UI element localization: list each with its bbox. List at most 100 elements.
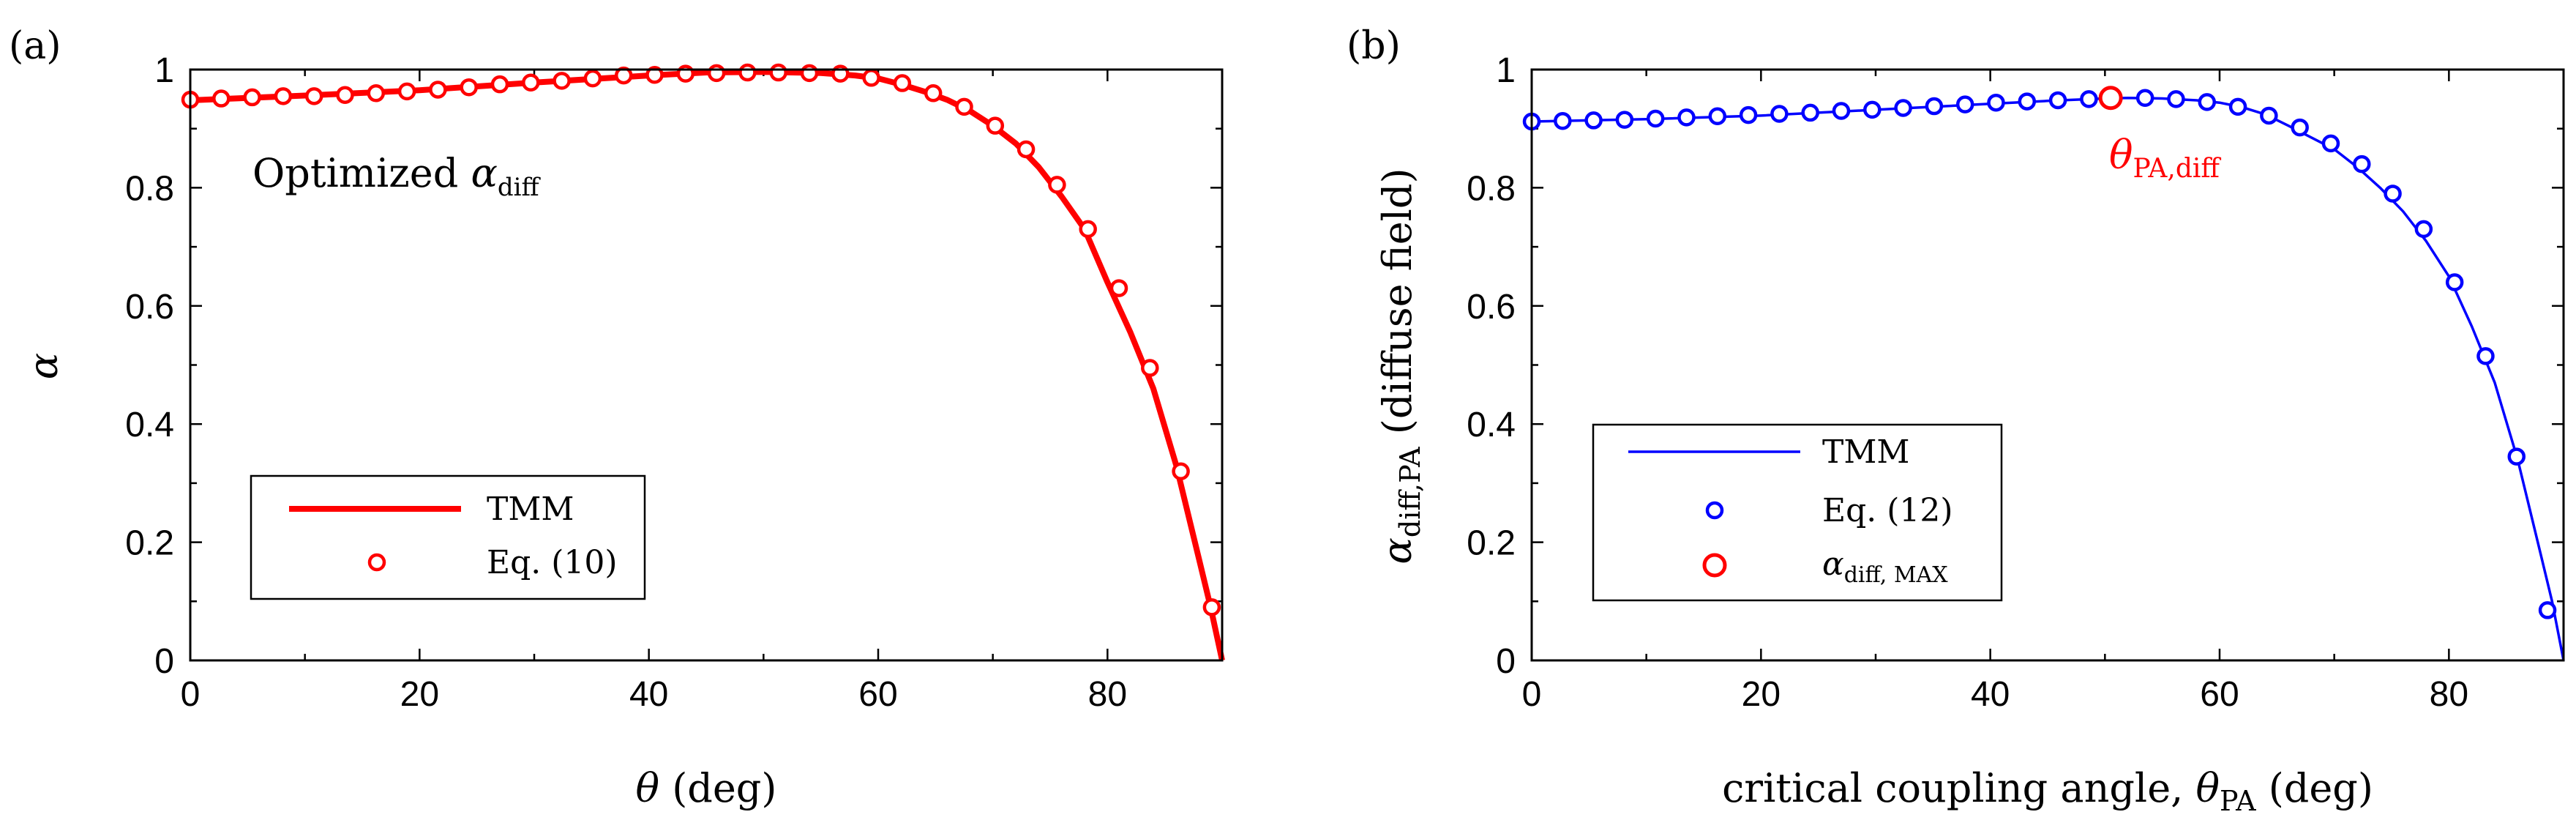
- panel-b-legend: TMM Eq. (12) αdiff, MAX: [1592, 423, 2003, 602]
- y-tick-label: 0.2: [1467, 524, 1516, 563]
- panel-b-x-axis-symbol: θ: [2195, 765, 2220, 811]
- panel-a-legend: TMM Eq. (10): [250, 474, 646, 600]
- data-point: [2384, 185, 2402, 203]
- panel-b-annotation: θPA,diff: [2109, 132, 2221, 184]
- data-point: [1615, 111, 1634, 129]
- panel-a: (a) 00.20.40.60.810 20 40 60 80 Optimized αd…: [9, 24, 1225, 811]
- panel-b-annotation-subscript: PA,diff: [2133, 154, 2222, 184]
- panel-a-x-axis-title: θ (deg): [636, 765, 777, 811]
- data-point: [1987, 93, 2005, 112]
- data-point: [2167, 90, 2185, 108]
- y-tick-label: 0.4: [1467, 406, 1516, 444]
- panel-b-x-axis-unit: (deg): [2256, 765, 2373, 811]
- data-point: [274, 87, 293, 105]
- y-tick-label: 0.6: [125, 288, 174, 327]
- data-point: [1554, 111, 1572, 130]
- x-tick-label: 60: [2200, 675, 2239, 714]
- panel-b-legend-marker-swatch-eq: [1705, 501, 1724, 520]
- data-point: [2291, 118, 2309, 137]
- panel-b-legend-label-tmm: TMM: [1822, 433, 1909, 471]
- data-point: [614, 66, 633, 85]
- data-point: [1832, 102, 1851, 120]
- panel-b-legend-box: [1592, 423, 2003, 602]
- data-point: [2098, 86, 2123, 111]
- data-point: [1770, 105, 1789, 123]
- panel-a-plot-area: [181, 63, 1225, 661]
- x-tick-label: 60: [858, 675, 897, 714]
- data-point: [1016, 140, 1036, 159]
- data-point: [1894, 99, 1912, 117]
- panel-a-legend-label-eq: Eq. (10): [487, 544, 618, 581]
- panel-b-axes-box: [1530, 68, 2565, 662]
- x-tick-label: 0: [181, 675, 201, 714]
- panel-a-annotation-subscript: diff: [498, 173, 542, 202]
- data-point: [1677, 108, 1696, 127]
- panel-a-tick-labels: 0 0.2 0.4 0.6 0.8 1 0 20 40 60 80: [125, 51, 1127, 714]
- panel-a-annotation-text: Optimized: [252, 150, 471, 196]
- panel-b-legend-marker-swatch-max: [1702, 553, 1727, 578]
- y-tick-label: 0: [1496, 642, 1516, 681]
- data-point: [1863, 100, 1882, 119]
- y-tick-label: 0.4: [125, 406, 174, 444]
- panel-b-legend-label-eq: Eq. (12): [1822, 492, 1953, 529]
- panel-b-label: (b): [1347, 24, 1401, 68]
- panel-a-annotation-symbol: α: [471, 150, 497, 196]
- data-point: [2198, 93, 2217, 111]
- data-point: [707, 64, 726, 83]
- x-tick-label: 80: [2430, 675, 2468, 714]
- x-tick-label: 20: [1742, 675, 1781, 714]
- panel-a-legend-box: [250, 474, 646, 600]
- data-point: [769, 63, 787, 82]
- data-point: [2321, 134, 2340, 153]
- data-point: [2538, 601, 2557, 619]
- data-point: [2135, 89, 2154, 107]
- data-point: [212, 89, 231, 108]
- panel-a-y-axis-title: α: [20, 353, 67, 379]
- panel-b-y-axis-title: αdiff,PA (diffuse field): [1374, 168, 1426, 564]
- data-point: [2414, 220, 2433, 239]
- panel-b-x-axis-title: critical coupling angle, θPA (deg): [1722, 765, 2373, 817]
- data-point: [583, 69, 602, 88]
- data-point: [2445, 273, 2464, 291]
- y-tick-label: 1: [1496, 51, 1516, 90]
- data-point: [645, 66, 664, 84]
- panel-a-x-axis-symbol: θ: [636, 765, 660, 811]
- data-point: [1646, 109, 1665, 128]
- x-tick-label: 40: [1971, 675, 2010, 714]
- data-point: [460, 78, 478, 97]
- data-point: [1109, 279, 1128, 297]
- data-point: [1172, 462, 1190, 481]
- panel-b-legend-label-max-symbol: α: [1822, 545, 1844, 583]
- panel-b-legend-label-max-subscript: diff, MAX: [1844, 562, 1948, 588]
- data-point: [738, 63, 757, 82]
- panel-a-x-axis-unit: (deg): [659, 765, 776, 811]
- y-tick-label: 0.2: [125, 524, 174, 563]
- y-tick-label: 0.6: [1467, 288, 1516, 327]
- data-point: [924, 84, 943, 103]
- data-point: [1801, 103, 1819, 122]
- panel-a-annotation: Optimized αdiff: [252, 150, 542, 202]
- data-point: [893, 74, 912, 92]
- data-point: [1141, 359, 1159, 377]
- panel-b-y-axis-subscript: diff,PA: [1394, 447, 1426, 537]
- data-point: [1584, 111, 1603, 130]
- data-point: [336, 86, 354, 104]
- y-tick-label: 0.8: [1467, 169, 1516, 208]
- panel-b-plot-area: [1522, 86, 2565, 661]
- panel-b-legend-label-max: αdiff, MAX: [1822, 545, 1948, 588]
- panel-b: (b) 00.20.40.60.810 20 40 60 80 θPA,diff TMM…: [1347, 24, 2565, 817]
- data-point: [1708, 107, 1727, 126]
- data-point: [2018, 92, 2037, 111]
- data-point: [2048, 91, 2067, 110]
- data-point: [553, 72, 571, 90]
- data-point: [490, 75, 509, 94]
- data-point: [367, 84, 386, 103]
- data-point: [429, 81, 447, 99]
- panel-b-x-axis-subscript: PA: [2220, 785, 2256, 817]
- data-point: [1202, 598, 1221, 616]
- x-tick-label: 80: [1088, 675, 1127, 714]
- data-point: [2228, 97, 2247, 116]
- data-point: [304, 87, 323, 105]
- data-point: [397, 82, 416, 101]
